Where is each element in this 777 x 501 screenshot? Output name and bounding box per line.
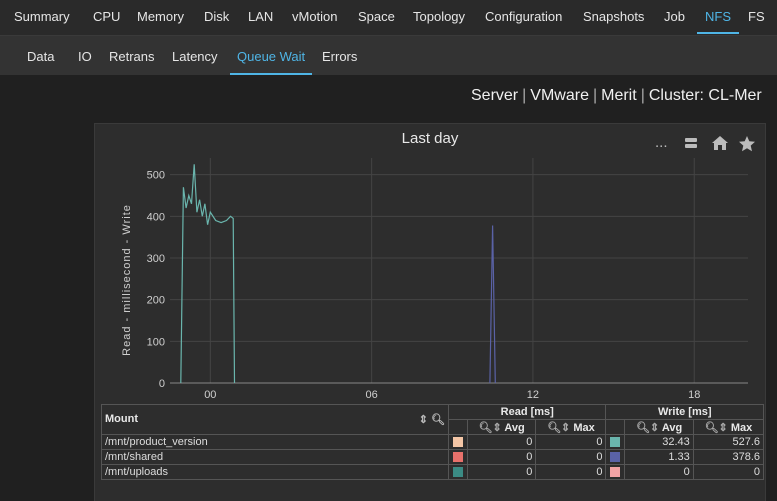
tab-topology[interactable]: Topology [413,9,466,24]
menu-dots-icon[interactable]: ... [655,134,668,151]
tab-summary[interactable]: Summary [14,9,70,24]
subtab-data[interactable]: Data [27,49,55,64]
tab-lan[interactable]: LAN [248,9,274,24]
write-max: 378.6 [692,449,765,465]
queue-wait-chart: 0 100 200 300 400 500 00 06 12 18 Read - millise… [121,158,748,401]
color-swatch[interactable] [610,437,621,448]
write-max: 0 [692,464,765,480]
write-max: 527.6 [692,434,765,450]
write-swatch [605,434,626,450]
mount-header-label: Mount [105,413,138,425]
read-max: 0 [535,449,607,465]
read-avg: 0 [466,434,537,450]
tab-snapshots[interactable]: Snapshots [583,9,645,24]
y-tick-label: 100 [147,336,165,348]
table-icon[interactable] [684,137,698,150]
tab-vmotion[interactable]: vMotion [292,9,338,24]
color-swatch[interactable] [610,452,621,463]
subtab-retrans[interactable]: Retrans [109,49,155,64]
breadcrumb-server[interactable]: Server [471,87,519,104]
x-tick-label: 12 [527,389,539,401]
mount-name: /mnt/uploads [101,464,449,480]
mount-header[interactable]: Mount ⇕ 🔍︎ [101,404,449,435]
write-swatch [605,464,626,480]
y-tick-label: 0 [159,378,165,390]
mount-name: /mnt/product_version [101,434,449,450]
color-swatch[interactable] [610,467,621,478]
color-swatch[interactable] [453,452,463,463]
sub-nav: Data IO Retrans Latency Queue Wait Error… [0,36,777,75]
x-tick-label: 18 [688,389,700,401]
read-swatch [448,449,468,465]
write-avg: 32.43 [624,434,694,450]
x-tick-label: 06 [366,389,378,401]
tab-nfs[interactable]: NFS [697,0,739,34]
home-icon[interactable] [711,135,729,151]
y-tick-label: 300 [147,253,165,265]
read-swatch [448,464,468,480]
subtab-io[interactable]: IO [78,49,92,64]
series-line [180,164,236,384]
legend-row[interactable]: /mnt/product_version 0 0 32.43 527.6 [101,434,765,450]
x-tick-label: 00 [204,389,216,401]
sort-search-icon[interactable]: ⇕ 🔍︎ [418,414,445,426]
write-swatch [605,449,626,465]
tab-cpu[interactable]: CPU [93,9,121,24]
y-tick-label: 200 [147,295,165,307]
write-avg: 0 [624,464,694,480]
series-line [489,225,496,384]
read-avg: 0 [466,449,537,465]
read-max: 0 [535,464,607,480]
y-tick-label: 400 [147,211,165,223]
tab-configuration[interactable]: Configuration [485,9,563,24]
read-max: 0 [535,434,607,450]
breadcrumb-vmware[interactable]: VMware [530,87,589,104]
read-avg-header[interactable]: 🔍︎⇕ Avg [466,419,537,435]
write-avg: 1.33 [624,449,694,465]
tab-job[interactable]: Job [664,9,685,24]
breadcrumb-cluster[interactable]: Cluster: CL-Mer [648,87,762,104]
color-swatch[interactable] [453,437,463,448]
tab-disk[interactable]: Disk [204,9,230,24]
read-max-header[interactable]: 🔍︎⇕ Max [535,419,607,435]
legend-table: Mount ⇕ 🔍︎ Read [ms] Write [ms] 🔍︎⇕ Avg … [101,404,765,480]
tab-memory[interactable]: Memory [137,9,184,24]
write-max-header[interactable]: 🔍︎⇕ Max [692,419,765,435]
y-tick-label: 500 [147,170,165,182]
read-swatch [448,434,468,450]
legend-row[interactable]: /mnt/shared 0 0 1.33 378.6 [101,449,765,465]
write-avg-header[interactable]: 🔍︎⇕ Avg [624,419,694,435]
y-axis-label: Read - millisecond - Write [121,204,133,356]
tab-space[interactable]: Space [358,9,395,24]
tab-fs[interactable]: FS [748,9,765,24]
mount-name: /mnt/shared [101,449,449,465]
subtab-latency[interactable]: Latency [172,49,218,64]
breadcrumb: Server | VMware | Merit | Cluster: CL-Mer [471,87,762,104]
star-icon[interactable] [738,135,756,152]
legend-row[interactable]: /mnt/uploads 0 0 0 0 [101,464,765,480]
subtab-queue-wait[interactable]: Queue Wait [229,36,313,75]
write-group-header: Write [ms] [605,404,764,420]
read-avg: 0 [466,464,537,480]
top-nav: Summary CPU Memory Disk LAN vMotion Spac… [0,0,777,36]
subtab-errors[interactable]: Errors [322,49,358,64]
breadcrumb-merit[interactable]: Merit [601,87,637,104]
read-group-header: Read [ms] [447,404,607,420]
color-swatch[interactable] [453,467,463,478]
chart-title: Last day [401,130,459,147]
